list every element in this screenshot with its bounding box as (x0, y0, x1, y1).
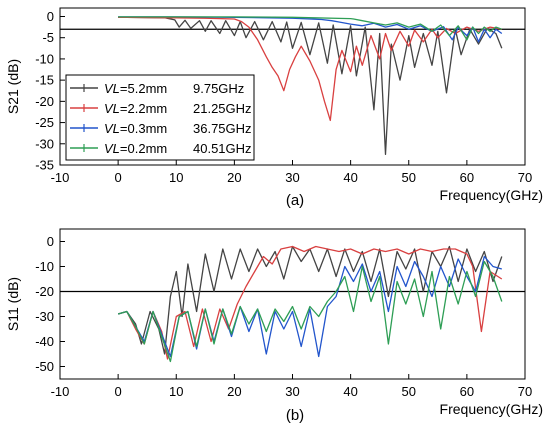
legend-entry-4: VL=0.2mm (104, 141, 167, 156)
x-tick-label: 50 (402, 384, 416, 399)
y-tick-label: -25 (35, 115, 54, 130)
y-tick-label: -10 (35, 259, 54, 274)
y-tick-label: -15 (35, 73, 54, 88)
legend: VL=5.2mm 9.75GHz VL=2.2mm 21.25GHz VL=0.3mm 3… (65, 74, 255, 161)
y-tick-label: -20 (35, 284, 54, 299)
panel-a-s21-chart: -10 0 10 20 30 40 50 60 70 0 -5 -10 -15 -20 -25 -30 -35 F… (5, 7, 543, 209)
y-tick-label: -50 (35, 359, 54, 374)
series-line-1 (118, 16, 503, 156)
legend-box (65, 74, 255, 161)
series-line-3 (118, 16, 503, 43)
panel-label: (a) (286, 192, 304, 209)
x-tick-label: -10 (51, 384, 70, 399)
x-tick-label: 0 (115, 170, 122, 185)
y-tick-label: -5 (42, 30, 54, 45)
x-tick-label: 30 (285, 170, 299, 185)
legend-freq-4: 40.51GHz (193, 141, 252, 156)
y-axis-title: S11 (dB) (5, 277, 21, 331)
x-tick-label: 0 (115, 384, 122, 399)
panel-label: (b) (286, 407, 304, 424)
x-axis-title: Frequency(GHz) (440, 187, 543, 203)
x-tick-label: 70 (518, 384, 532, 399)
plot-frame (59, 228, 526, 380)
x-tick-label: 10 (169, 384, 183, 399)
y-tick-label: 0 (47, 9, 54, 24)
x-tick-label: 70 (518, 170, 532, 185)
series-line-1 (117, 245, 503, 355)
x-tick-label: -10 (51, 170, 70, 185)
series-line-2 (117, 245, 503, 360)
y-tick-label: -35 (35, 158, 54, 173)
legend-entry-1: VL=5.2mm (104, 81, 167, 96)
x-tick-label: 50 (402, 170, 416, 185)
panel-b-s11-chart: -10 0 10 20 30 40 50 60 70 0 -10 -20 -30 -40 -50 Freque… (5, 228, 543, 424)
y-tick-label: -40 (35, 334, 54, 349)
legend-entry-2: VL=2.2mm (104, 101, 167, 116)
legend-freq-3: 36.75GHz (193, 121, 252, 136)
x-tick-label: 10 (169, 170, 183, 185)
y-tick-label: 0 (47, 234, 54, 249)
x-tick-label: 30 (285, 384, 299, 399)
x-tick-label: 60 (460, 170, 474, 185)
y-tick-label: -30 (35, 136, 54, 151)
legend-entry-3: VL=0.3mm (104, 121, 167, 136)
legend-freq-1: 9.75GHz (193, 81, 244, 96)
series-line-2 (118, 16, 502, 122)
x-tick-label: 20 (227, 170, 241, 185)
y-tick-label: -10 (35, 51, 54, 66)
x-tick-label: 40 (343, 384, 357, 399)
legend-freq-2: 21.25GHz (193, 101, 252, 116)
x-axis-title: Frequency(GHz) (440, 401, 543, 417)
x-tick-label: 20 (227, 384, 241, 399)
x-tick-label: 40 (343, 170, 357, 185)
y-tick-label: -20 (35, 94, 54, 109)
y-axis-title: S21 (dB) (5, 59, 21, 114)
y-tick-label: -30 (35, 309, 54, 324)
series-line-4 (117, 260, 503, 363)
x-tick-label: 60 (460, 384, 474, 399)
series-line-4 (118, 16, 503, 41)
